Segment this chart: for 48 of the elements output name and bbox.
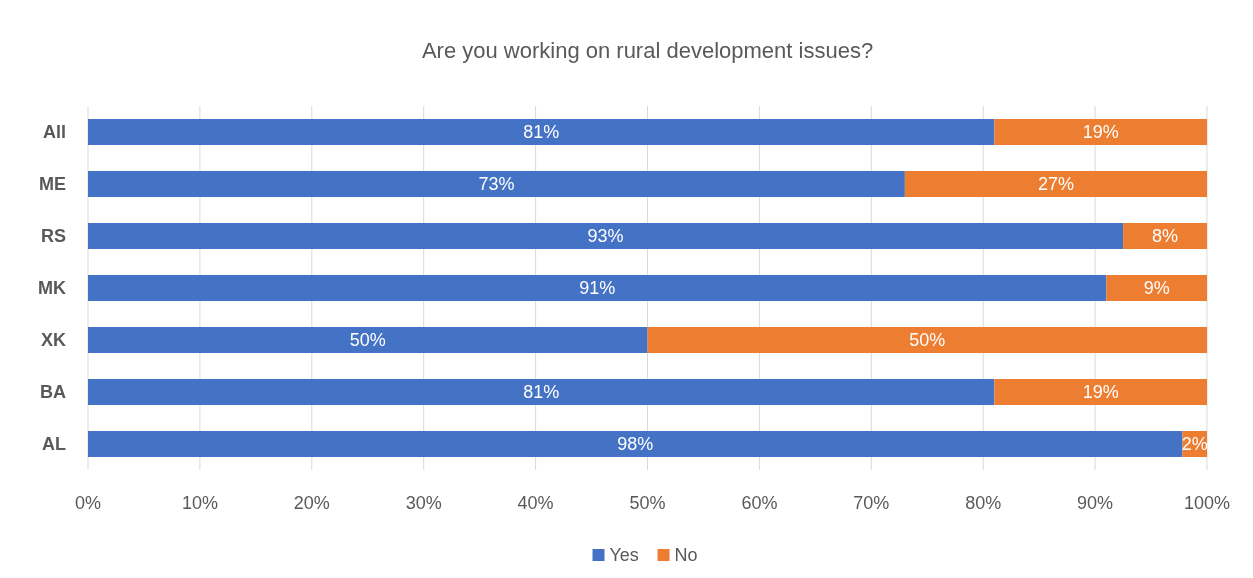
bar <box>1106 275 1207 301</box>
x-tick-label: 90% <box>1077 493 1114 514</box>
bar <box>904 171 1207 197</box>
x-tick-label: 50% <box>629 493 666 514</box>
y-tick-label: MK <box>38 278 66 299</box>
data-label: 50% <box>909 330 946 351</box>
data-label: 27% <box>1037 174 1074 195</box>
x-tick-label: 80% <box>965 493 1002 514</box>
y-tick-label: BA <box>40 382 66 403</box>
y-tick-label: All <box>42 122 66 143</box>
bar <box>88 171 905 197</box>
x-tick-label: 40% <box>517 493 554 514</box>
legend-label: Yes <box>609 545 639 566</box>
data-label: 73% <box>478 174 515 195</box>
x-tick-label: 70% <box>853 493 890 514</box>
x-tick-label: 0% <box>74 493 102 514</box>
bar <box>88 327 648 353</box>
bar <box>994 379 1207 405</box>
y-tick-label: AL <box>42 434 66 455</box>
legend-label: No <box>674 545 698 566</box>
data-label: 93% <box>587 226 624 247</box>
y-tick-label: RS <box>40 226 66 247</box>
data-label: 91% <box>579 278 616 299</box>
bar <box>647 327 1207 353</box>
x-tick-label: 20% <box>293 493 330 514</box>
y-tick-label: ME <box>39 174 66 195</box>
x-tick-label: 30% <box>405 493 442 514</box>
bar <box>994 119 1207 145</box>
data-label: 9% <box>1143 278 1170 299</box>
bar <box>88 119 995 145</box>
bar <box>88 431 1183 457</box>
x-tick-label: 100% <box>1183 493 1231 514</box>
x-tick-label: 10% <box>181 493 218 514</box>
x-tick-label: 60% <box>741 493 778 514</box>
data-label: 2% <box>1181 434 1208 455</box>
y-tick-label: XK <box>40 330 66 351</box>
bar <box>88 379 995 405</box>
chart-title: Are you working on rural development issues? <box>421 38 874 63</box>
data-label: 8% <box>1152 226 1179 247</box>
data-label: 81% <box>523 382 560 403</box>
bar <box>88 223 1124 249</box>
bar <box>1123 223 1207 249</box>
data-label: 19% <box>1082 122 1119 143</box>
data-label: 50% <box>349 330 386 351</box>
data-label: 19% <box>1082 382 1119 403</box>
data-label: 81% <box>523 122 560 143</box>
bar <box>88 275 1107 301</box>
data-label: 98% <box>617 434 654 455</box>
